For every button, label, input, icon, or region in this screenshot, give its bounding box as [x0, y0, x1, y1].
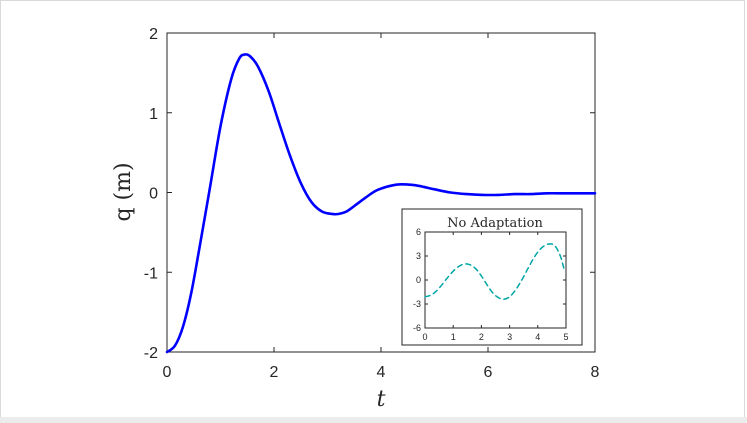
inset-title: No Adaptation	[447, 216, 543, 231]
main-series-line-0	[165, 53, 597, 354]
main-y-axis-label: q (m)	[111, 162, 136, 221]
main-y-tick-label: 1	[149, 106, 158, 123]
main-y-tick-label: -1	[144, 265, 158, 282]
inset-y-tick-label: -6	[413, 323, 421, 333]
main-x-tick-label: 6	[484, 364, 493, 381]
inset-x-tick-label: 1	[451, 332, 456, 342]
main-y-tick-label: 2	[149, 26, 158, 43]
inset-series-line-0	[424, 243, 566, 300]
main-x-tick-label: 8	[591, 364, 600, 381]
inset-chart: No Adaptation 0 1 2 3 4 5 -6 -3 0 3 6	[401, 208, 583, 346]
inset-y-tick-label: 6	[416, 227, 421, 237]
inset-y-tick-label: -3	[413, 299, 421, 309]
main-y-tick-label: 0	[149, 186, 158, 203]
window-bottom-bar	[0, 417, 747, 423]
main-y-tick-label: -2	[144, 345, 158, 362]
inset-y-tick-label: 0	[416, 275, 421, 285]
inset-x-tick-label: 2	[479, 332, 484, 342]
inset-x-tick-label: 3	[507, 332, 512, 342]
inset-x-tick-label: 4	[535, 332, 540, 342]
inset-y-tick-label: 3	[416, 251, 421, 261]
inset-x-tick-label: 5	[563, 332, 568, 342]
main-x-axis-label: t	[377, 387, 386, 412]
main-chart: 0 2 4 6 8 -2 -1 0 1 2 t q (m)	[111, 26, 600, 412]
main-x-tick-label: 2	[270, 364, 279, 381]
main-x-tick-label: 4	[377, 364, 386, 381]
inset-x-tick-label: 0	[422, 332, 427, 342]
main-x-tick-label: 0	[163, 364, 172, 381]
